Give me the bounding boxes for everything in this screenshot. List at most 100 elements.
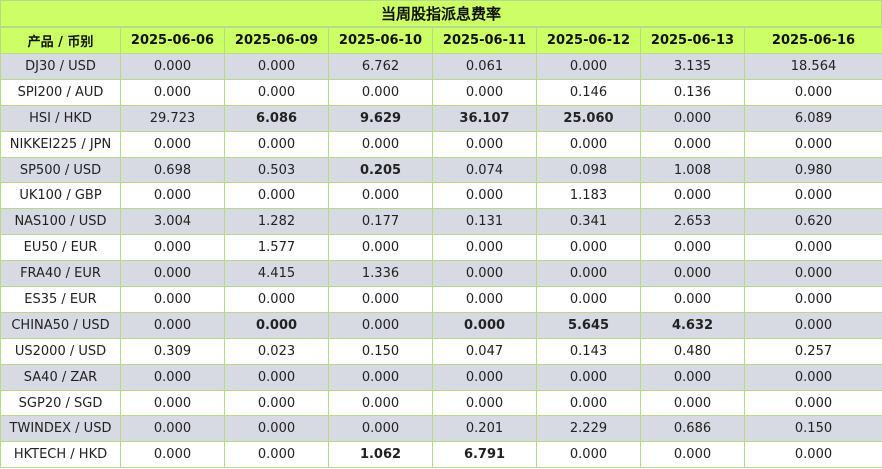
- rate-cell: 0.000: [328, 234, 433, 262]
- rate-cell: 0.000: [120, 286, 225, 313]
- rate-cell: 0.000: [744, 182, 882, 210]
- rate-cell: 0.000: [224, 311, 329, 339]
- table-body: DJ30 / USD 0.000 0.000 6.762 0.061 0.000 3.135…: [0, 53, 882, 469]
- rate-cell: 0.000: [120, 441, 225, 469]
- rate-cell: 0.000: [120, 130, 225, 158]
- rate-cell: 0.000: [224, 363, 329, 391]
- rate-cell: 0.000: [432, 311, 537, 339]
- rate-cell: 0.000: [432, 389, 537, 417]
- rate-cell: 1.282: [224, 208, 329, 236]
- column-header-date: 2025-06-13: [640, 27, 745, 54]
- rate-cell: 0.047: [432, 337, 537, 365]
- rate-cell: 0.000: [224, 441, 329, 469]
- rate-cell: 0.000: [328, 182, 433, 210]
- product-cell: NIKKEI225 / JPN: [0, 130, 121, 158]
- rate-cell: 0.000: [328, 130, 433, 158]
- rate-cell: 0.000: [120, 363, 225, 391]
- rate-cell: 0.000: [744, 260, 882, 288]
- rate-cell: 0.000: [744, 286, 882, 313]
- column-header-date: 2025-06-12: [536, 27, 641, 54]
- rate-cell: 0.023: [224, 337, 329, 365]
- product-cell: HSI / HKD: [0, 104, 121, 132]
- rate-cell: 0.150: [328, 337, 433, 365]
- rate-cell: 0.000: [432, 260, 537, 288]
- rate-cell: 1.183: [536, 182, 641, 210]
- product-cell: DJ30 / USD: [0, 53, 121, 80]
- rate-cell: 0.000: [224, 130, 329, 158]
- rate-cell: 0.257: [744, 337, 882, 365]
- rate-cell: 0.131: [432, 208, 537, 236]
- rate-cell: 0.000: [536, 130, 641, 158]
- rate-cell: 6.762: [328, 53, 433, 80]
- rate-cell: 0.309: [120, 337, 225, 365]
- rate-cell: 9.629: [328, 104, 433, 132]
- rate-cell: 0.000: [640, 260, 745, 288]
- rate-cell: 0.000: [328, 363, 433, 391]
- product-cell: SP500 / USD: [0, 156, 121, 184]
- rate-cell: 1.008: [640, 156, 745, 184]
- rate-cell: 0.000: [536, 234, 641, 262]
- product-cell: TWINDEX / USD: [0, 415, 121, 443]
- rate-cell: 0.000: [744, 363, 882, 391]
- rate-cell: 0.000: [432, 182, 537, 210]
- rate-cell: 0.000: [328, 311, 433, 339]
- rate-cell: 0.000: [432, 78, 537, 106]
- rate-cell: 0.000: [432, 130, 537, 158]
- rate-cell: 29.723: [120, 104, 225, 132]
- rate-cell: 0.000: [328, 415, 433, 443]
- rate-cell: 0.000: [536, 389, 641, 417]
- rate-cell: 0.143: [536, 337, 641, 365]
- rate-cell: 1.577: [224, 234, 329, 262]
- rate-cell: 0.000: [640, 104, 745, 132]
- rate-cell: 0.000: [640, 389, 745, 417]
- column-header-product: 产品 / 币别: [0, 27, 121, 54]
- rate-cell: 0.686: [640, 415, 745, 443]
- rate-cell: 3.135: [640, 53, 745, 80]
- rate-cell: 0.201: [432, 415, 537, 443]
- rate-cell: 0.000: [224, 182, 329, 210]
- product-cell: EU50 / EUR: [0, 234, 121, 262]
- rate-cell: 0.000: [744, 234, 882, 262]
- table-row: FRA40 / EUR 0.000 4.415 1.336 0.000 0.000 0.00…: [0, 260, 882, 288]
- table-row: HKTECH / HKD 0.000 0.000 1.062 6.791 0.000 0.0…: [0, 441, 882, 469]
- rate-cell: 0.000: [640, 130, 745, 158]
- rate-cell: 0.000: [120, 415, 225, 443]
- rate-cell: 1.336: [328, 260, 433, 288]
- product-cell: SGP20 / SGD: [0, 389, 121, 417]
- table-row: EU50 / EUR 0.000 1.577 0.000 0.000 0.000 0.000…: [0, 234, 882, 262]
- table-row: HSI / HKD 29.723 6.086 9.629 36.107 25.060 0.0…: [0, 104, 882, 132]
- rate-cell: 0.205: [328, 156, 433, 184]
- rate-cell: 0.000: [120, 78, 225, 106]
- rate-cell: 0.000: [744, 311, 882, 339]
- rate-cell: 2.229: [536, 415, 641, 443]
- rate-cell: 0.000: [640, 363, 745, 391]
- rate-cell: 0.000: [224, 389, 329, 417]
- rate-cell: 2.653: [640, 208, 745, 236]
- product-cell: SA40 / ZAR: [0, 363, 121, 391]
- rate-cell: 0.000: [328, 286, 433, 313]
- rate-cell: 0.000: [640, 441, 745, 469]
- rate-cell: 0.074: [432, 156, 537, 184]
- rate-cell: 0.000: [640, 234, 745, 262]
- rate-cell: 0.000: [536, 260, 641, 288]
- product-cell: SPI200 / AUD: [0, 78, 121, 106]
- rate-cell: 0.000: [744, 389, 882, 417]
- table-row: DJ30 / USD 0.000 0.000 6.762 0.061 0.000 3.135…: [0, 53, 882, 80]
- rate-cell: 0.000: [224, 53, 329, 80]
- rate-cell: 0.000: [328, 389, 433, 417]
- rate-cell: 0.000: [432, 363, 537, 391]
- product-cell: US2000 / USD: [0, 337, 121, 365]
- rate-cell: 0.698: [120, 156, 225, 184]
- table-row: CHINA50 / USD 0.000 0.000 0.000 0.000 5.645 4.…: [0, 311, 882, 339]
- header-row: 产品 / 币别 2025-06-06 2025-06-09 2025-06-10…: [0, 27, 882, 54]
- rate-cell: 0.000: [744, 130, 882, 158]
- table-row: SPI200 / AUD 0.000 0.000 0.000 0.000 0.146 0.1…: [0, 78, 882, 106]
- column-header-date: 2025-06-09: [224, 27, 329, 54]
- rate-cell: 0.098: [536, 156, 641, 184]
- table-row: UK100 / GBP 0.000 0.000 0.000 0.000 1.183 0.00…: [0, 182, 882, 210]
- product-cell: NAS100 / USD: [0, 208, 121, 236]
- column-header-date: 2025-06-10: [328, 27, 433, 54]
- rate-cell: 0.136: [640, 78, 745, 106]
- rate-cell: 0.341: [536, 208, 641, 236]
